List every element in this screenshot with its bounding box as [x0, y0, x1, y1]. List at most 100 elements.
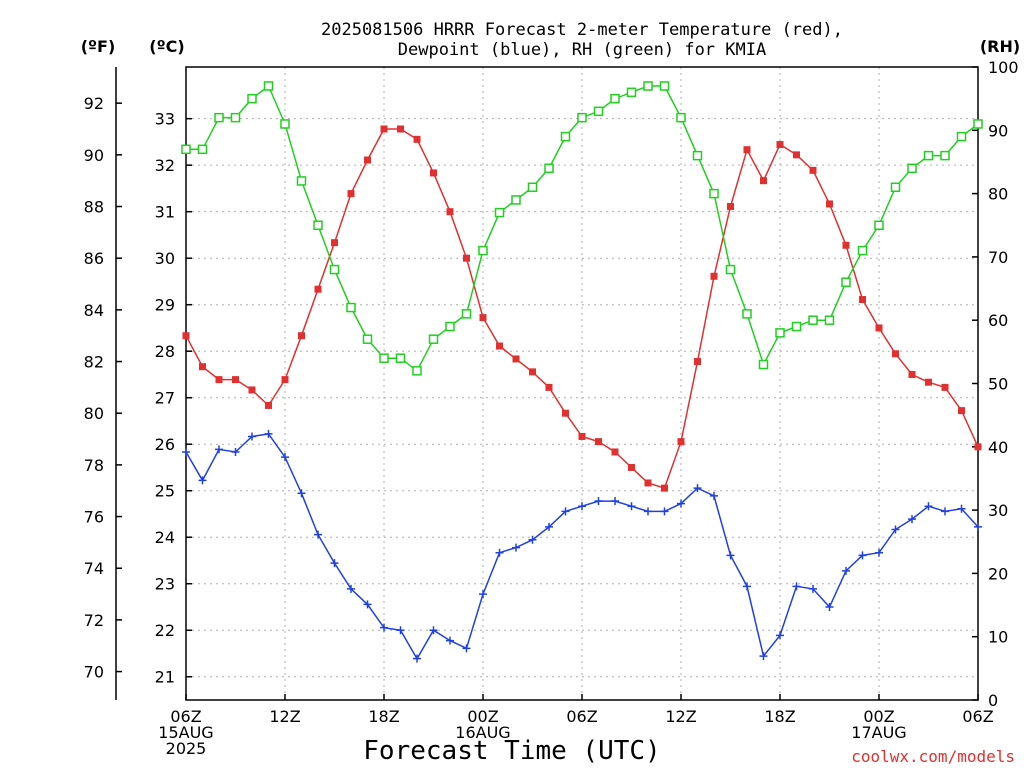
rh-point [907, 163, 917, 174]
dewpoint-point [710, 491, 718, 500]
rh-point [428, 334, 439, 344]
temperature-point [199, 363, 206, 371]
rh-point [478, 245, 488, 256]
rh-point [544, 163, 554, 174]
rh-point [362, 334, 373, 344]
rh-point [626, 87, 637, 98]
grid-lines [185, 67, 979, 700]
dewpoint-line [185, 433, 979, 661]
celsius-tick-label: 21 [155, 668, 175, 687]
rh-point [395, 353, 406, 363]
temperature-point [232, 376, 239, 384]
rh-point [841, 277, 851, 287]
dewpoint-point [198, 476, 207, 485]
fahrenheit-axis-unit: (ºF) [81, 37, 116, 56]
temperature-point [314, 285, 322, 293]
rh-tick-label: 30 [988, 501, 1008, 520]
dewpoint-point [429, 626, 438, 635]
rh-point [940, 150, 950, 161]
x-tick-label: 12Z [269, 707, 300, 726]
rh-point [461, 309, 472, 319]
celsius-tick-label: 30 [155, 249, 175, 268]
axes [115, 66, 979, 701]
rh-tick-label: 70 [988, 248, 1008, 267]
rh-tick-label: 20 [988, 564, 1008, 583]
dewpoint-point [231, 447, 240, 456]
celsius-tick-label: 27 [155, 389, 175, 408]
dewpoint-point [594, 497, 603, 506]
dewpoint-point [413, 654, 421, 663]
rh-point [577, 112, 587, 123]
rh-tick-label: 0 [988, 691, 998, 710]
celsius-tick-label: 32 [155, 156, 175, 175]
temperature-point [463, 254, 470, 262]
temperature-point [397, 125, 404, 133]
x-axis-title: Forecast Time (UTC) [363, 736, 660, 766]
rh-point [412, 366, 422, 376]
dewpoint-point [182, 447, 190, 456]
dewpoint-point [858, 551, 867, 560]
dewpoint-point [660, 507, 669, 516]
dewpoint-point [462, 644, 471, 653]
dewpoint-point [396, 626, 405, 635]
temperature-point [941, 383, 949, 391]
temperature-point [859, 296, 866, 304]
dewpoint-point [693, 484, 702, 493]
temperature-point [727, 203, 734, 211]
x-tick-date-label: 17AUG [851, 723, 906, 742]
celsius-tick-label: 25 [155, 482, 175, 501]
rh-point [890, 182, 901, 193]
rh-tick-label: 90 [988, 121, 1008, 140]
x-tick-label: 00Z [863, 707, 894, 726]
dewpoint-point [677, 499, 685, 508]
rh-tick-label: 80 [988, 185, 1008, 204]
rh-point [956, 131, 967, 142]
celsius-tick-label: 31 [155, 203, 175, 222]
credit-text: coolwx.com/models [851, 747, 1015, 766]
fahrenheit-tick-label: 92 [84, 94, 104, 113]
dewpoint-point [627, 502, 636, 511]
dewpoint-point [924, 502, 933, 511]
rh-point [346, 302, 356, 313]
dewpoint-point [545, 522, 553, 531]
celsius-tick-label: 22 [155, 621, 175, 640]
dewpoint-point [941, 507, 949, 516]
tick-labels: 70 72 74 76 78 80 82 84 86 88 90 92 21 22 23 24 25 26 27 28… [84, 58, 1019, 758]
rh-point [230, 112, 241, 123]
rh-point [824, 315, 835, 325]
dewpoint-point [792, 582, 801, 591]
temperature-point [578, 432, 586, 440]
x-tick-label: 06Z [566, 707, 597, 726]
rh-point [758, 359, 769, 370]
temperature-point [611, 448, 619, 456]
temperature-point [545, 383, 553, 391]
fahrenheit-tick-label: 90 [84, 146, 104, 165]
temperature-point [479, 314, 487, 322]
fahrenheit-tick-label: 74 [84, 559, 104, 578]
dewpoint-point [215, 445, 223, 454]
rh-point [775, 328, 785, 338]
x-tick-date-label: 15AUG [158, 723, 213, 742]
dewpoint-point [908, 515, 916, 524]
rh-point [725, 264, 736, 275]
temperature-point [710, 272, 718, 280]
temperature-point [265, 401, 272, 409]
rh-point [296, 176, 307, 186]
temperature-point [875, 324, 883, 332]
rh-point [280, 119, 290, 129]
rh-point [874, 220, 884, 230]
fahrenheit-tick-label: 70 [84, 663, 104, 682]
dewpoint-point [330, 559, 339, 568]
temperature-point [380, 125, 388, 133]
temperature-point [413, 135, 421, 143]
dewpoint-point [743, 582, 751, 591]
dewpoint-point [825, 602, 834, 611]
dewpoint-point [644, 507, 652, 516]
x-tick-date-label: 16AUG [455, 723, 510, 742]
dewpoint-point [248, 432, 256, 441]
dewpoint-point [611, 497, 619, 506]
rh-tick-label: 50 [988, 375, 1008, 394]
dewpoint-point [281, 453, 289, 462]
temperature-point [809, 166, 817, 174]
dewpoint-point [891, 525, 900, 534]
